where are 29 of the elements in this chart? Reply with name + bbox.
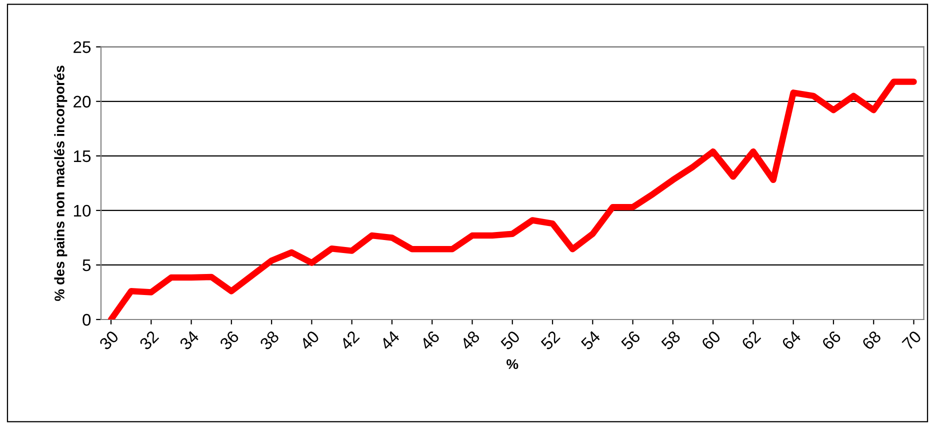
x-tick-label: 62	[741, 330, 762, 350]
x-tick-label: 54	[580, 330, 601, 351]
y-tick-label: 15	[74, 150, 91, 162]
x-tick-label: 68	[861, 330, 882, 350]
x-tick-label: 38	[259, 330, 280, 351]
x-tick-label: 66	[821, 330, 842, 350]
x-tick-label: 36	[219, 330, 240, 351]
x-tick-label: 34	[178, 330, 200, 351]
x-tick-label: 56	[620, 330, 641, 351]
x-tick-label: 46	[420, 330, 440, 351]
y-tick-label: 20	[74, 96, 91, 108]
x-tick-label: 52	[540, 330, 561, 351]
x-tick-label: 42	[339, 330, 360, 351]
y-tick-label: 5	[82, 260, 91, 272]
x-tick-label: 64	[781, 330, 802, 350]
x-axis-title: %	[506, 359, 518, 370]
x-tick-label: 60	[700, 330, 722, 350]
x-tick-label: 50	[500, 330, 521, 351]
x-tick-label: 44	[380, 330, 400, 351]
y-tick-label: 25	[74, 41, 91, 54]
x-tick-label: 30	[98, 330, 120, 351]
y-tick-label: 10	[74, 204, 91, 217]
x-tick-label: 70	[902, 330, 922, 350]
x-tick-label: 40	[299, 330, 320, 351]
x-tick-label: 48	[460, 330, 480, 351]
y-axis-title: % des pains non maclés incorporés	[54, 66, 68, 301]
x-tick-label: 32	[138, 330, 160, 351]
y-tick-label: 0	[82, 314, 91, 326]
x-tick-label: 58	[660, 330, 682, 351]
